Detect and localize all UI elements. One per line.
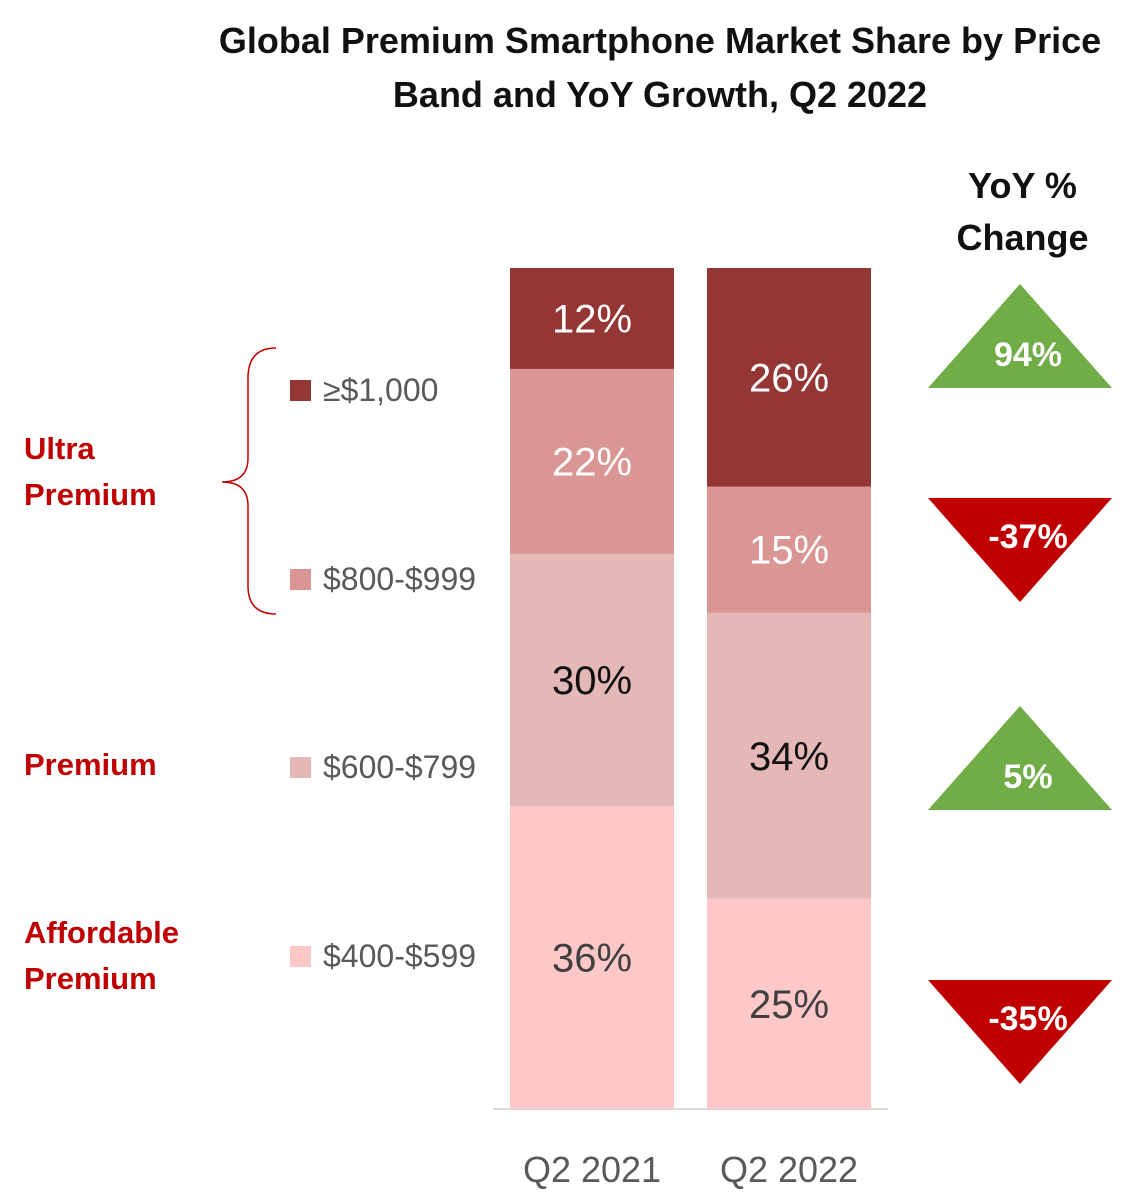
legend-label: $800-$999 bbox=[323, 561, 477, 597]
data-label: 25% bbox=[749, 983, 829, 1027]
yoy-triangle bbox=[928, 284, 1112, 388]
yoy-label: -37% bbox=[988, 518, 1067, 556]
bar-segment bbox=[707, 486, 871, 613]
group-label-premium: Premium bbox=[24, 747, 157, 782]
yoy-label: -35% bbox=[988, 1000, 1067, 1038]
legend-swatch bbox=[290, 757, 311, 778]
yoy-triangle bbox=[928, 498, 1112, 602]
legend-label: $600-$799 bbox=[323, 749, 477, 785]
data-label: 12% bbox=[552, 297, 632, 341]
legend-item-600-799: $600-$799 bbox=[290, 749, 476, 786]
bar-segment bbox=[510, 806, 674, 1109]
legend-label: ≥$1,000 bbox=[323, 372, 439, 408]
bar-segment bbox=[707, 612, 871, 899]
data-label: 22% bbox=[552, 440, 632, 484]
x-tick-label: Q2 2021 bbox=[523, 1149, 661, 1190]
ultra-premium-brace bbox=[221, 347, 277, 615]
data-label: 34% bbox=[749, 735, 829, 779]
group-label-affordable-premium: Affordable Premium bbox=[24, 915, 179, 996]
legend-swatch bbox=[290, 569, 311, 590]
data-label: 26% bbox=[749, 356, 829, 400]
bar-segment bbox=[510, 268, 674, 369]
bar-segment bbox=[707, 898, 871, 1109]
legend-item-1000-plus: ≥$1,000 bbox=[290, 372, 438, 409]
bar-segment bbox=[510, 553, 674, 807]
legend-swatch bbox=[290, 380, 311, 401]
legend-swatch bbox=[290, 946, 311, 967]
x-tick-label: Q2 2022 bbox=[720, 1149, 858, 1190]
group-label-ultra-premium: Ultra Premium bbox=[24, 431, 157, 512]
data-label: 15% bbox=[749, 529, 829, 573]
bar-segment bbox=[707, 268, 871, 487]
yoy-label: 5% bbox=[1003, 758, 1052, 796]
legend-item-400-599: $400-$599 bbox=[290, 938, 476, 975]
data-label: 36% bbox=[552, 937, 632, 981]
yoy-header: YoY % Change bbox=[956, 165, 1089, 258]
yoy-triangle bbox=[928, 706, 1112, 810]
bar-segment bbox=[510, 368, 674, 554]
data-label: 30% bbox=[552, 659, 632, 703]
legend-item-800-999: $800-$999 bbox=[290, 561, 476, 598]
legend-label: $400-$599 bbox=[323, 938, 477, 974]
yoy-triangle bbox=[928, 980, 1112, 1084]
yoy-label: 94% bbox=[994, 336, 1062, 374]
chart-title: Global Premium Smartphone Market Share b… bbox=[218, 20, 1102, 115]
